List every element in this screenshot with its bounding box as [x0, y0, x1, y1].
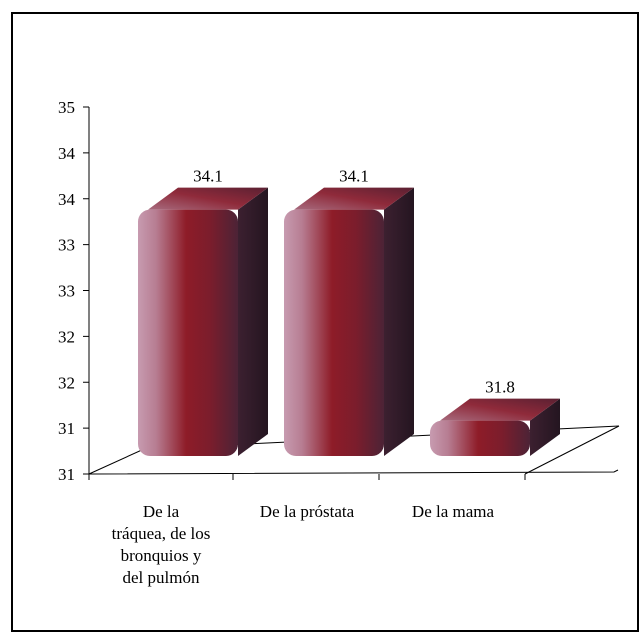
- bar-2: 34.1: [284, 167, 414, 456]
- y-tick-label: 32: [58, 327, 75, 346]
- y-tick-label: 33: [58, 282, 75, 301]
- bar-1: 34.1: [138, 167, 268, 456]
- bar-value-label: 31.8: [485, 378, 515, 397]
- y-tick-label: 35: [58, 98, 75, 117]
- x-category-label: De la mama: [412, 502, 495, 521]
- y-tick-label: 31: [58, 465, 75, 484]
- y-tick-label: 31: [58, 419, 75, 438]
- bar-front: [430, 420, 530, 456]
- x-labels-group: De la tráquea, de los bronquios y del pulmó…: [112, 502, 495, 587]
- bar-side: [384, 187, 414, 456]
- y-tick-label: 33: [58, 236, 75, 255]
- bar-front: [284, 209, 384, 456]
- bar-top: [294, 187, 414, 210]
- y-axis: 31 31 32 32 33 33 34 34 35: [58, 98, 526, 484]
- bars-group: 34.1 34.1 31.8: [138, 167, 560, 456]
- bar-side: [238, 187, 268, 456]
- bar-top: [148, 187, 268, 210]
- bar-top: [440, 398, 560, 421]
- x-category-label: De la tráquea, de los bronquios y del pulmó…: [112, 502, 211, 587]
- y-tick-label: 34: [58, 190, 76, 209]
- bar-value-label: 34.1: [339, 167, 369, 186]
- bar-3: 31.8: [430, 378, 560, 456]
- y-tick-label: 32: [58, 373, 75, 392]
- bar-front: [138, 209, 238, 456]
- bar-value-label: 34.1: [193, 167, 223, 186]
- y-tick-label: 34: [58, 144, 76, 163]
- x-category-label: De la próstata: [260, 502, 355, 521]
- bar-side: [530, 398, 560, 456]
